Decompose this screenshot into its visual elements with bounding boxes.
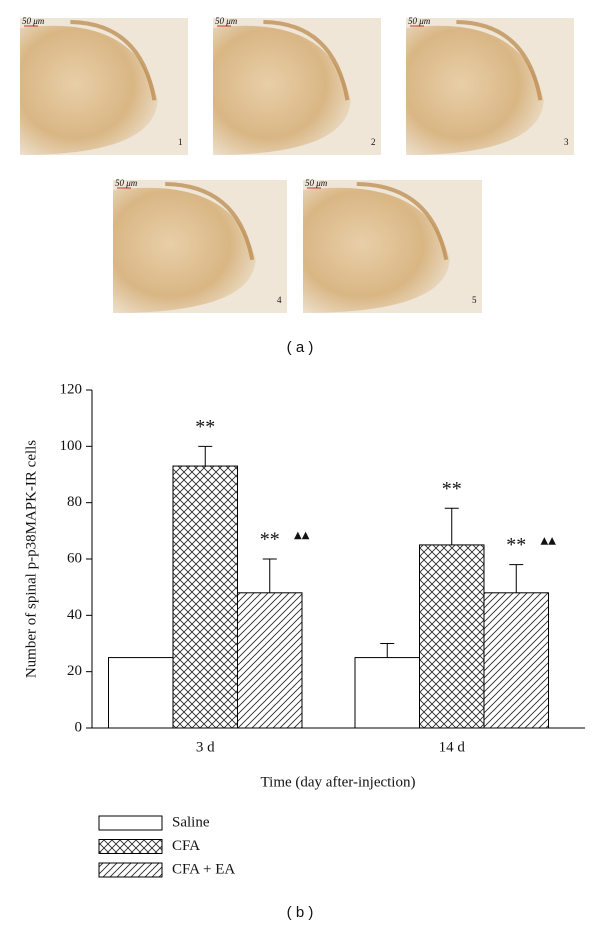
x-axis-label: Time (day after-injection) [261,774,416,790]
tissue [113,187,256,313]
significance: ** [195,416,215,438]
error-bar [444,507,459,545]
y-tick-label: 80 [67,494,82,510]
legend-swatch [98,862,163,878]
scale-label: 50 μm [305,178,328,188]
tissue-edge [263,20,350,101]
panel-number: 2 [371,137,376,147]
tissue [20,25,158,156]
y-tick-label: 60 [67,550,82,566]
tissue-edge [356,182,449,261]
error-bar [198,445,213,467]
significance: ** [260,529,280,551]
panel-number: 3 [564,137,569,147]
y-tick-label: 40 [67,607,82,623]
tissue [406,25,544,156]
panel-number: 5 [472,295,477,305]
scale-label: 50 μm [408,16,431,26]
significance-extra: ▲▲ [541,536,557,547]
bar [237,592,303,729]
bar [483,592,549,729]
tissue-edge [70,20,157,101]
bar [354,657,420,729]
legend-label: Saline [172,814,210,830]
bar [172,465,238,729]
tissue-edge [456,20,543,101]
tissue [213,25,351,156]
scale-label: 50 μm [22,16,45,26]
legend-swatch [98,815,163,831]
y-tick-label: 20 [67,663,82,679]
x-tick-label: 14 d [439,739,466,755]
y-axis-label: Number of spinal p-p38MAPK-IR cells [23,440,39,678]
legend-swatch [98,839,163,854]
y-tick-label: 100 [60,438,83,454]
y-tick-label: 0 [75,719,83,735]
scale-label: 50 μm [215,16,238,26]
tissue [303,187,450,313]
legend-label: CFA [172,838,200,854]
scale-label: 50 μm [115,178,138,188]
caption: ( b ) [287,904,314,921]
panel-number: 1 [178,137,183,147]
bar [419,544,485,729]
caption: ( a ) [287,339,314,356]
y-tick-label: 120 [60,381,83,397]
significance: ** [506,534,526,556]
error-bar [380,643,395,658]
legend-label: CFA + EA [172,861,235,877]
bar [108,657,174,729]
error-bar [509,564,524,593]
tissue-edge [165,182,255,261]
panel-number: 4 [277,295,282,305]
significance-extra: ▲▲ [294,530,310,541]
x-tick-label: 3 d [196,739,215,755]
error-bar [262,558,277,593]
significance: ** [442,478,462,500]
